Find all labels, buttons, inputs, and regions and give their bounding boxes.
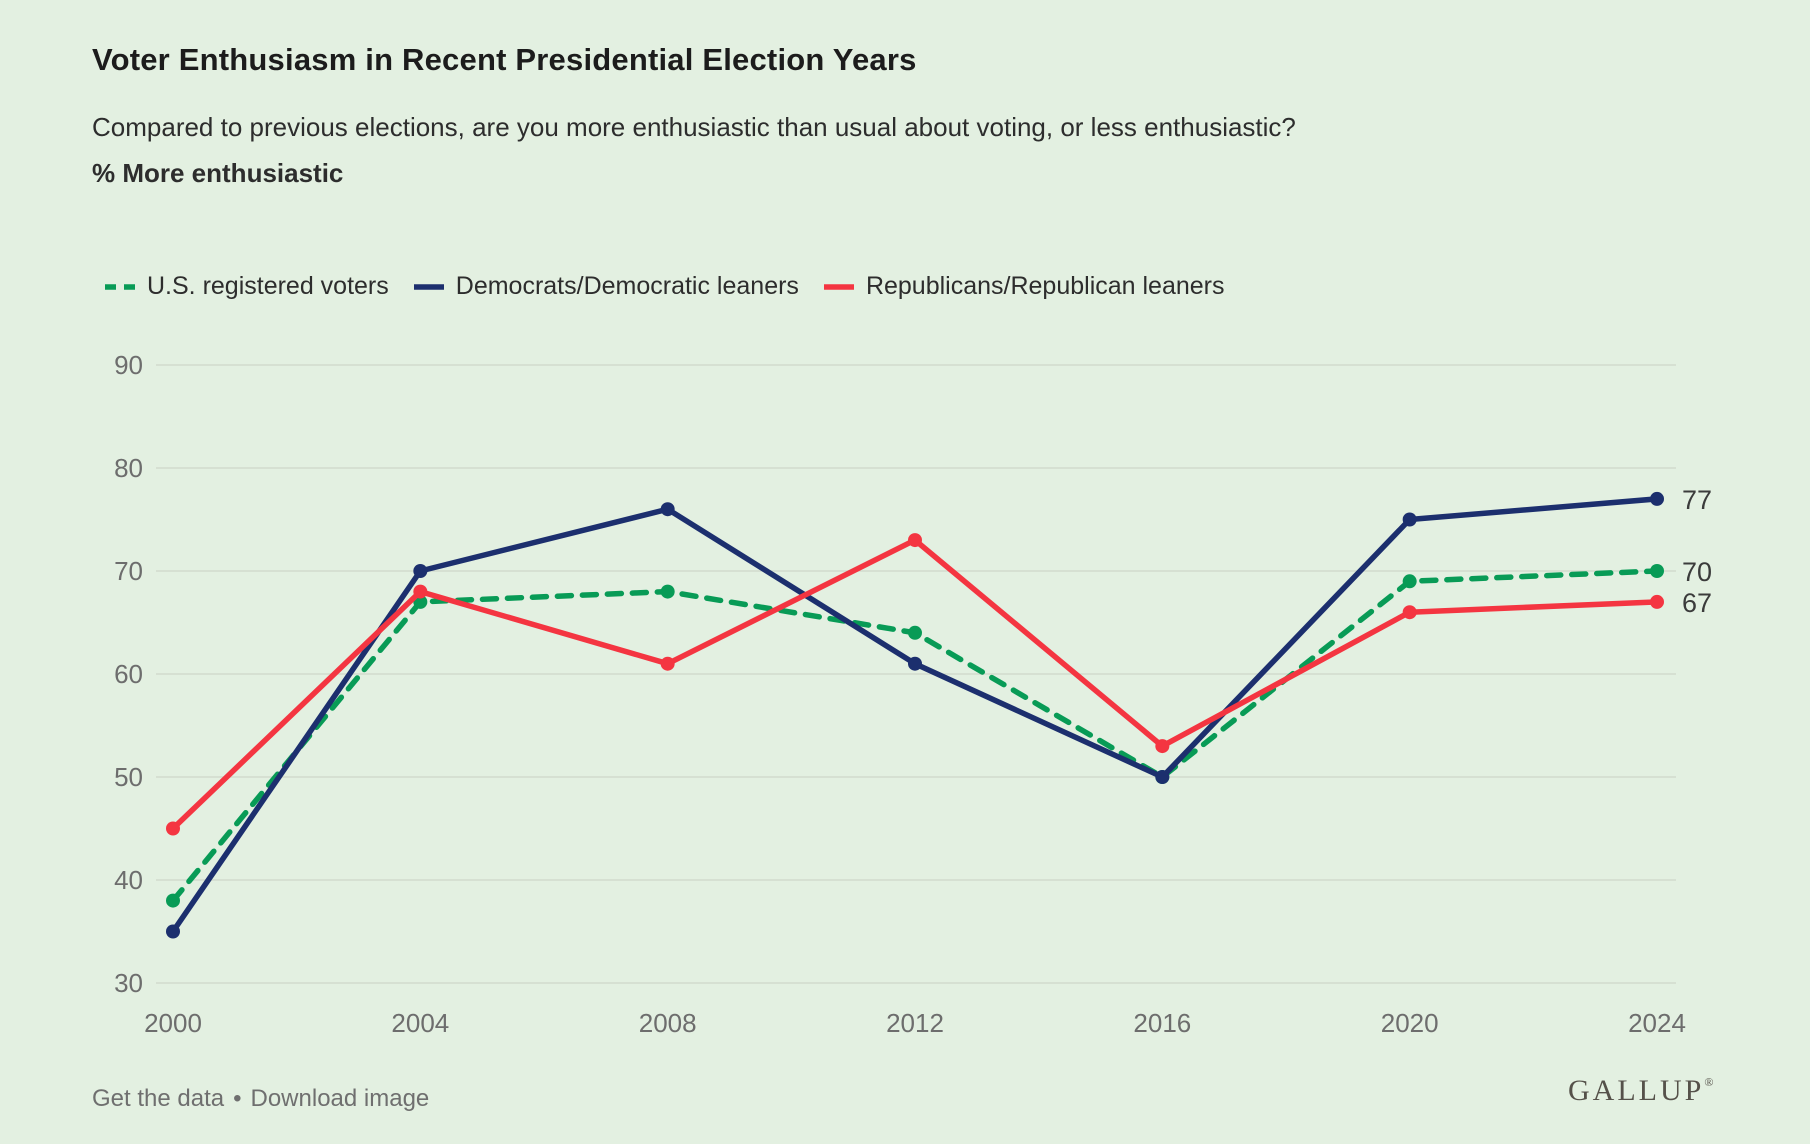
- legend-swatch-us-registered-voters: [105, 283, 135, 290]
- data-point-republicans-republican-leaners-2016[interactable]: [1155, 739, 1170, 754]
- data-point-us-registered-voters-2020[interactable]: [1402, 574, 1417, 589]
- y-tick-label-40: 40: [114, 865, 143, 895]
- page-title: Voter Enthusiasm in Recent Presidential …: [92, 42, 917, 77]
- series-line-us-registered-voters: [170, 568, 1660, 904]
- end-value-label-republicans-republican-leaners: 67: [1682, 588, 1712, 618]
- legend-label-us-registered-voters: U.S. registered voters: [147, 272, 389, 300]
- get-the-data-link[interactable]: Get the data: [92, 1085, 225, 1112]
- gallup-logo: GALLUP®: [1568, 1074, 1713, 1108]
- legend-label-democrats-democratic-leaners: Democrats/Democratic leaners: [455, 272, 799, 300]
- x-tick-label-2000: 2000: [144, 1008, 202, 1038]
- registered-trademark-symbol: ®: [1704, 1075, 1714, 1089]
- y-tick-label-80: 80: [114, 453, 143, 483]
- data-point-us-registered-voters-2024[interactable]: [1650, 564, 1664, 578]
- y-tick-label-90: 90: [114, 350, 143, 380]
- legend-label-republicans-republican-leaners: Republicans/Republican leaners: [865, 272, 1225, 300]
- legend-item-republicans-republican-leaners: Republicans/Republican leaners: [823, 272, 1225, 301]
- data-point-us-registered-voters-2008[interactable]: [660, 584, 675, 599]
- x-tick-label-2012: 2012: [886, 1008, 944, 1038]
- data-point-democrats-democratic-leaners-2000[interactable]: [166, 924, 180, 939]
- y-tick-label-60: 60: [114, 659, 143, 689]
- x-tick-label-2008: 2008: [639, 1008, 697, 1038]
- y-tick-label-50: 50: [114, 762, 143, 792]
- x-tick-label-2020: 2020: [1381, 1008, 1439, 1038]
- x-tick-label-2024: 2024: [1628, 1008, 1686, 1038]
- data-point-us-registered-voters-2000[interactable]: [166, 893, 180, 908]
- data-point-democrats-democratic-leaners-2020[interactable]: [1402, 512, 1417, 527]
- legend-item-us-registered-voters: U.S. registered voters: [104, 272, 389, 301]
- y-tick-label-70: 70: [114, 556, 143, 586]
- legend-item-democrats-democratic-leaners: Democrats/Democratic leaners: [413, 272, 799, 301]
- survey-question-subtitle: Compared to previous elections, are you …: [92, 112, 1296, 142]
- legend-swatch-republicans-republican-leaners: [823, 283, 854, 290]
- data-point-democrats-democratic-leaners-2008[interactable]: [660, 502, 675, 517]
- axis-caption: % More enthusiastic: [92, 158, 344, 188]
- x-tick-label-2016: 2016: [1133, 1008, 1191, 1038]
- x-tick-label-2004: 2004: [391, 1008, 449, 1038]
- data-point-republicans-republican-leaners-2008[interactable]: [660, 656, 675, 671]
- chart-footer: Get the data • Download image: [92, 1085, 429, 1113]
- series-line-republicans-republican-leaners: [170, 537, 1660, 832]
- data-point-democrats-democratic-leaners-2024[interactable]: [1650, 491, 1664, 506]
- end-value-label-democrats-democratic-leaners: 77: [1682, 485, 1712, 515]
- chart-legend: U.S. registered voters Democrats/Democrat…: [104, 272, 1225, 301]
- data-point-republicans-republican-leaners-2020[interactable]: [1402, 605, 1417, 620]
- data-point-republicans-republican-leaners-2024[interactable]: [1650, 594, 1664, 609]
- gallup-wordmark: GALLUP: [1568, 1074, 1705, 1107]
- download-image-link[interactable]: Download image: [250, 1085, 430, 1112]
- data-point-republicans-republican-leaners-2012[interactable]: [908, 533, 922, 548]
- data-point-democrats-democratic-leaners-2012[interactable]: [908, 656, 922, 671]
- series-line-democrats-democratic-leaners: [170, 496, 1660, 935]
- data-point-democrats-democratic-leaners-2016[interactable]: [1155, 770, 1170, 784]
- data-point-democrats-democratic-leaners-2004[interactable]: [413, 564, 428, 578]
- data-point-republicans-republican-leaners-2004[interactable]: [413, 584, 428, 599]
- data-point-republicans-republican-leaners-2000[interactable]: [166, 821, 180, 836]
- footer-separator: •: [233, 1085, 242, 1112]
- data-point-us-registered-voters-2012[interactable]: [908, 625, 922, 640]
- end-value-label-us-registered-voters: 70: [1682, 557, 1712, 587]
- legend-swatch-democrats-democratic-leaners: [413, 283, 444, 290]
- y-tick-label-30: 30: [114, 968, 143, 998]
